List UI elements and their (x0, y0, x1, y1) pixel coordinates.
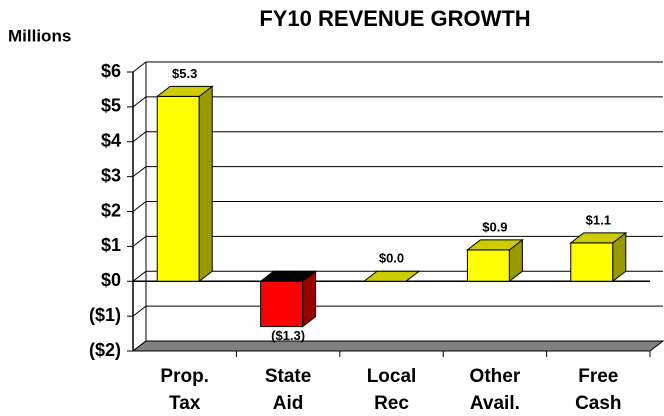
bar-side (198, 85, 213, 283)
value-label: $0.9 (482, 219, 507, 234)
bar (570, 242, 614, 282)
grid-line (132, 305, 663, 317)
y-axis-label: Millions (8, 26, 71, 45)
chart-title: FY10 REVENUE GROWTH (259, 6, 530, 31)
y-tick-label: $6 (101, 61, 121, 81)
x-tick-label: Prop. (160, 366, 209, 387)
x-tick-label: Rec (374, 393, 409, 414)
bar-top (465, 239, 524, 251)
y-tick-label: ($2) (89, 340, 121, 360)
grid-line (132, 61, 663, 73)
y-tick-label: $3 (101, 165, 121, 185)
y-tick-label: $5 (101, 96, 121, 116)
bar-top (569, 232, 628, 244)
x-tick-label: Avail. (470, 393, 520, 414)
y-tick-label: $2 (101, 200, 121, 220)
x-tick-label: Aid (273, 393, 304, 414)
x-tick-label: Tax (169, 393, 201, 414)
bar-top (362, 270, 421, 282)
y-tick-label: ($1) (89, 305, 121, 325)
bar (466, 249, 510, 282)
x-tick-label: Local (367, 366, 417, 387)
y-tick-label: $1 (101, 235, 121, 255)
floor (131, 340, 664, 352)
y-tick-label: $0 (101, 270, 121, 290)
value-label: ($1.3) (271, 328, 305, 343)
y-tick-label: $4 (101, 131, 121, 151)
x-tick-label: State (265, 366, 311, 387)
x-tick-label: Other (470, 366, 521, 387)
bar (260, 280, 304, 328)
value-label: $1.1 (586, 212, 611, 227)
bar (156, 95, 200, 282)
bar-top (155, 85, 214, 97)
x-tick-label: Free (578, 366, 618, 387)
bar-top (259, 270, 318, 282)
x-tick-label: Cash (575, 393, 621, 414)
value-label: $5.3 (172, 66, 197, 81)
value-label: $0.0 (379, 251, 404, 266)
